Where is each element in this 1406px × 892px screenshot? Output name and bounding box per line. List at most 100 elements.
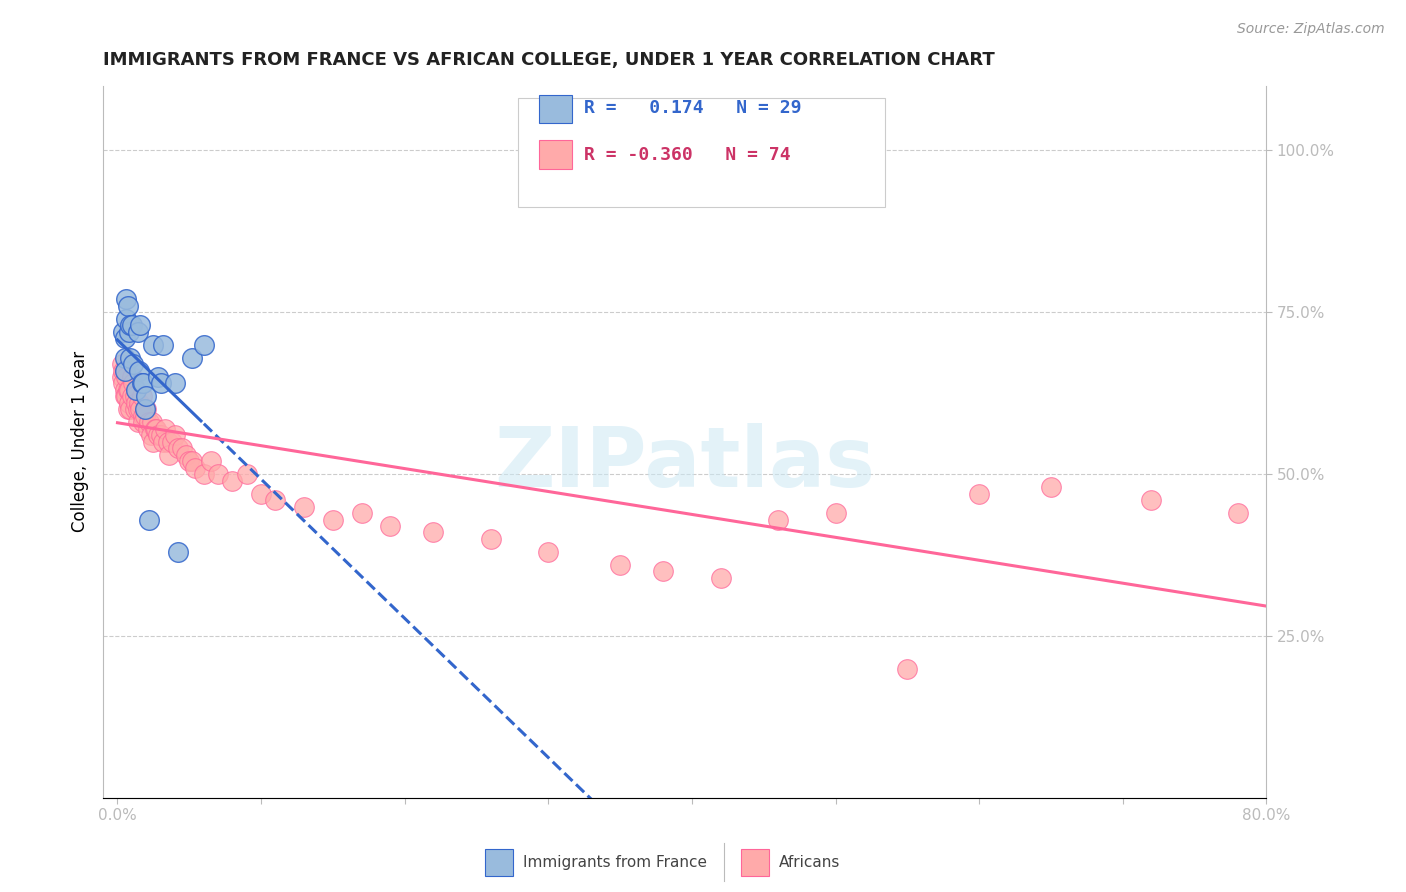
Point <box>111 370 134 384</box>
Point <box>114 363 136 377</box>
Point <box>710 571 733 585</box>
Point <box>120 351 142 365</box>
Point <box>152 337 174 351</box>
Point <box>163 428 186 442</box>
Point <box>479 532 502 546</box>
Point <box>134 409 156 423</box>
Point <box>121 389 143 403</box>
Point <box>163 376 186 391</box>
Point <box>264 493 287 508</box>
Point <box>132 376 155 391</box>
Point <box>131 389 153 403</box>
Point <box>537 545 560 559</box>
Point <box>824 506 846 520</box>
Point <box>149 428 172 442</box>
Point <box>124 402 146 417</box>
Point <box>112 363 135 377</box>
Point <box>422 525 444 540</box>
Point <box>193 337 215 351</box>
Point <box>125 396 148 410</box>
Point <box>1039 480 1062 494</box>
Point <box>121 370 143 384</box>
Point <box>129 318 152 333</box>
Point <box>181 351 204 365</box>
Point <box>766 512 789 526</box>
Point <box>157 448 180 462</box>
Point <box>128 363 150 377</box>
Point <box>135 389 157 403</box>
Point <box>125 383 148 397</box>
Point <box>160 434 183 449</box>
Point <box>143 422 166 436</box>
Point <box>115 389 138 403</box>
FancyBboxPatch shape <box>519 98 884 207</box>
Point <box>146 370 169 384</box>
Point <box>121 318 143 333</box>
Point <box>117 402 139 417</box>
Bar <box>485 849 513 876</box>
Point <box>153 422 176 436</box>
Point <box>141 415 163 429</box>
Point <box>115 293 138 307</box>
Point <box>114 389 136 403</box>
Text: IMMIGRANTS FROM FRANCE VS AFRICAN COLLEGE, UNDER 1 YEAR CORRELATION CHART: IMMIGRANTS FROM FRANCE VS AFRICAN COLLEG… <box>103 51 995 69</box>
Point <box>250 486 273 500</box>
Point <box>132 409 155 423</box>
Point <box>122 357 145 371</box>
Point <box>129 402 152 417</box>
Bar <box>540 140 572 169</box>
Point <box>152 434 174 449</box>
Point <box>1140 493 1163 508</box>
Point <box>322 512 344 526</box>
Point <box>115 370 138 384</box>
Point <box>149 376 172 391</box>
Point <box>112 376 135 391</box>
Text: Source: ZipAtlas.com: Source: ZipAtlas.com <box>1237 22 1385 37</box>
Point <box>896 661 918 675</box>
Point <box>138 512 160 526</box>
Point <box>145 422 167 436</box>
Point <box>184 460 207 475</box>
Point <box>118 396 141 410</box>
Point <box>120 402 142 417</box>
Point <box>136 422 159 436</box>
Point <box>292 500 315 514</box>
Point <box>1226 506 1249 520</box>
Point <box>114 351 136 365</box>
Point <box>166 442 188 456</box>
Point <box>115 311 138 326</box>
Point <box>181 454 204 468</box>
Bar <box>741 849 769 876</box>
Text: Africans: Africans <box>779 855 841 870</box>
Point <box>380 519 402 533</box>
Point <box>117 299 139 313</box>
Point <box>142 337 165 351</box>
Point <box>235 467 257 482</box>
Point <box>134 402 156 417</box>
Point <box>142 434 165 449</box>
Point <box>207 467 229 482</box>
Point <box>124 389 146 403</box>
Point <box>138 415 160 429</box>
Point <box>114 363 136 377</box>
Point <box>111 357 134 371</box>
Text: ZIPatlas: ZIPatlas <box>495 423 876 504</box>
Point <box>146 428 169 442</box>
Point <box>117 383 139 397</box>
Point <box>166 545 188 559</box>
Y-axis label: College, Under 1 year: College, Under 1 year <box>72 351 89 533</box>
Point <box>139 428 162 442</box>
Point <box>127 402 149 417</box>
Text: R = -0.360   N = 74: R = -0.360 N = 74 <box>583 145 790 163</box>
Point <box>132 415 155 429</box>
Point <box>350 506 373 520</box>
Text: R =   0.174   N = 29: R = 0.174 N = 29 <box>583 99 801 118</box>
Point <box>200 454 222 468</box>
Point <box>127 415 149 429</box>
Point <box>131 376 153 391</box>
Point <box>609 558 631 572</box>
Point <box>652 565 675 579</box>
Point <box>122 376 145 391</box>
Point <box>967 486 990 500</box>
Point <box>135 402 157 417</box>
